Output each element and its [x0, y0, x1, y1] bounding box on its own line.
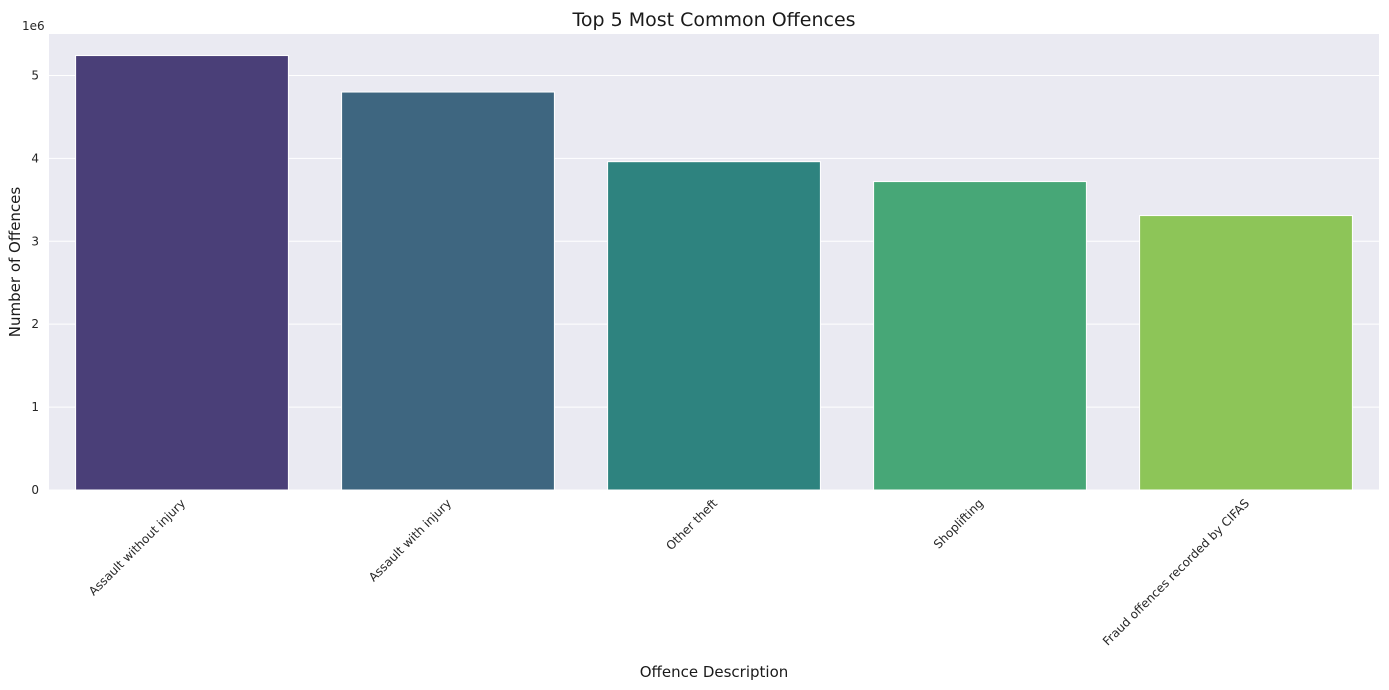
- x-axis-label: Offence Description: [640, 663, 789, 681]
- x-tick-label-2: Other theft: [663, 496, 720, 553]
- bar-1: [341, 91, 555, 491]
- y-axis-ticks: 0 1 2 3 4 5: [31, 68, 39, 497]
- y-tick-label-5: 5: [31, 68, 39, 82]
- x-tick-label-0: Assault without injury: [86, 496, 188, 598]
- y-tick-label-2: 2: [31, 317, 39, 331]
- bar-2: [607, 161, 821, 491]
- y-axis-label: Number of Offences: [6, 187, 24, 338]
- bars: [75, 55, 1353, 491]
- y-tick-label-4: 4: [31, 151, 39, 165]
- y-tick-label-1: 1: [31, 400, 39, 414]
- bar-4: [1139, 215, 1353, 491]
- bar-0: [75, 55, 289, 491]
- y-axis-offset-label: 1e6: [22, 19, 45, 33]
- x-tick-label-3: Shoplifting: [931, 496, 986, 551]
- x-tick-label-1: Assault with injury: [366, 496, 454, 584]
- chart-title: Top 5 Most Common Offences: [571, 9, 855, 31]
- y-tick-label-0: 0: [31, 483, 39, 497]
- y-tick-label-3: 3: [31, 234, 39, 248]
- x-axis-ticks: Assault without injury Assault with injur…: [86, 496, 1252, 648]
- x-tick-label-4: Fraud offences recorded by CIFAS: [1100, 496, 1252, 648]
- bar-3: [873, 181, 1087, 491]
